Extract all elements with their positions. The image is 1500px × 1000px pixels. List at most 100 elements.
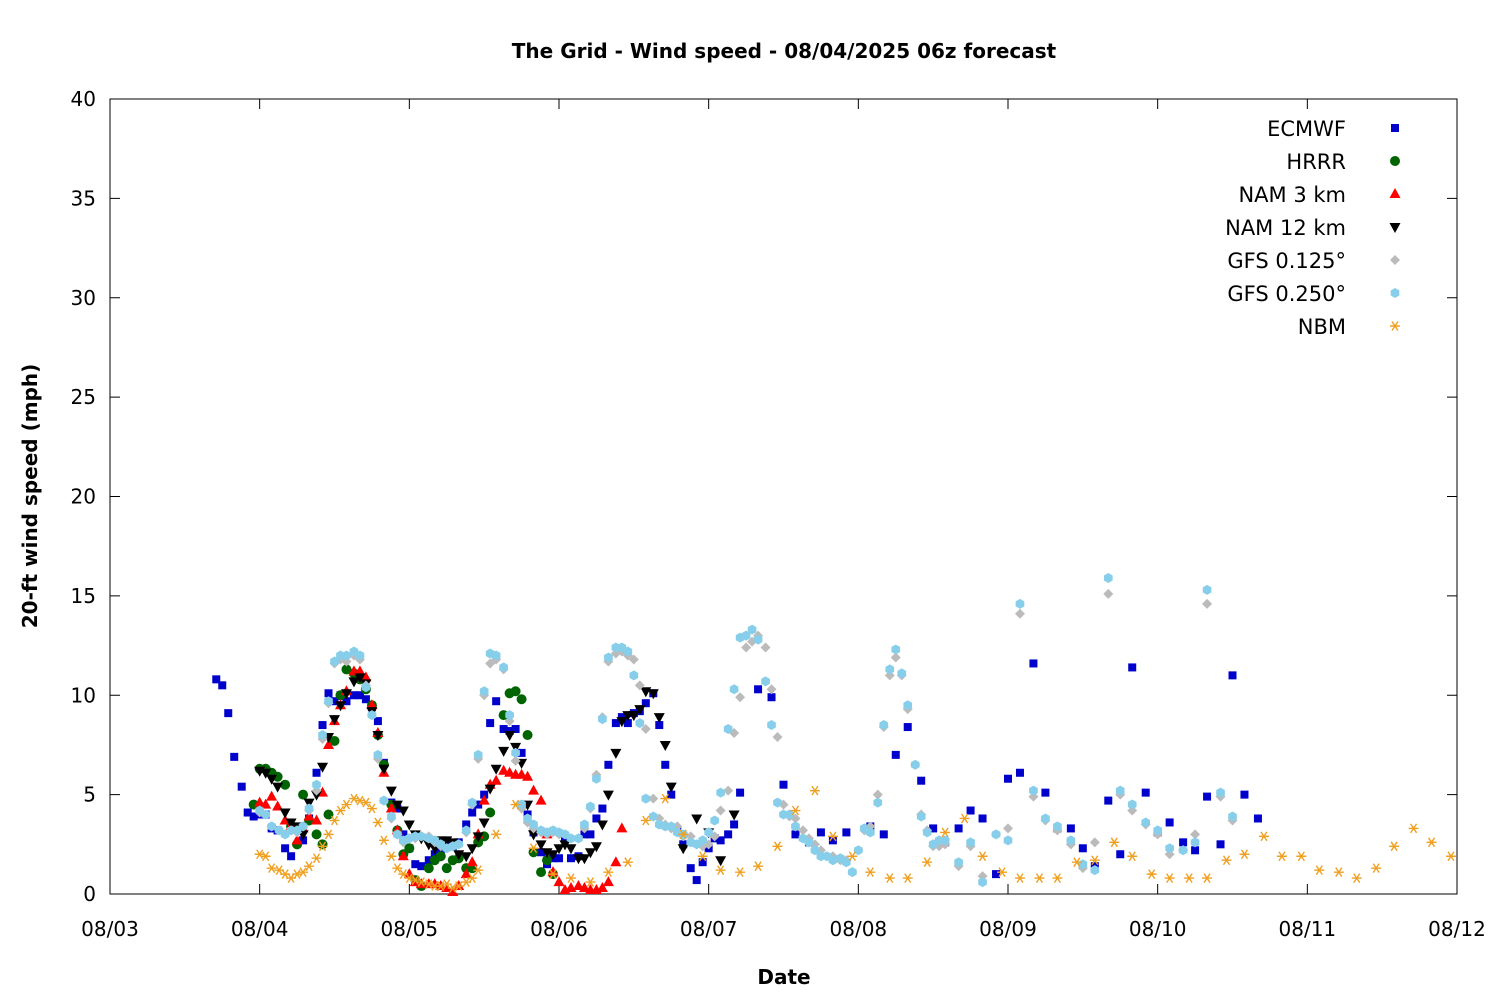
data-point (723, 785, 734, 796)
data-point (767, 720, 776, 731)
data-point (553, 844, 565, 855)
data-point (318, 721, 327, 730)
data-point (810, 845, 820, 856)
data-point (212, 675, 221, 684)
data-point (697, 851, 708, 862)
data-point (312, 768, 321, 777)
data-point (816, 828, 825, 837)
data-point (460, 868, 472, 879)
legend-marker (1389, 223, 1401, 233)
data-point (285, 818, 297, 829)
data-point (1253, 814, 1262, 823)
data-point (879, 720, 889, 731)
data-point (772, 731, 783, 742)
x-tick-label: 08/08 (830, 917, 888, 941)
data-point (266, 774, 278, 785)
data-point (385, 802, 397, 813)
data-point (635, 718, 645, 729)
data-point (640, 724, 651, 735)
data-point (991, 829, 1001, 840)
data-point (517, 748, 526, 757)
data-point (929, 824, 938, 833)
axis-ticks: 08/03 08/04 08/05 08/06 08/07 08/08 08/09 08/10… (71, 87, 1486, 941)
data-point (490, 774, 502, 785)
data-point (441, 863, 452, 874)
data-point (566, 854, 575, 863)
data-point (423, 863, 434, 874)
data-point (641, 793, 651, 804)
data-point (473, 865, 484, 876)
data-point (528, 784, 540, 795)
data-point (1103, 588, 1114, 599)
data-point (736, 788, 745, 797)
data-point (378, 764, 390, 775)
data-point (641, 699, 650, 708)
data-point (922, 827, 932, 838)
data-point (254, 849, 265, 860)
data-point (903, 700, 913, 711)
data-point (865, 827, 875, 838)
data-point (553, 876, 565, 887)
data-point (735, 692, 746, 703)
data-point (629, 670, 639, 681)
data-point (578, 854, 590, 865)
legend-label: ECMWF (1267, 117, 1346, 141)
data-point (647, 689, 659, 700)
x-tick-label: 08/05 (381, 917, 439, 941)
data-point (504, 731, 516, 741)
data-point (785, 809, 794, 820)
data-point (386, 851, 397, 862)
data-point (559, 840, 571, 851)
data-point (902, 873, 913, 883)
data-point (323, 738, 335, 749)
data-point (491, 650, 501, 661)
x-tick-label: 08/04 (231, 917, 289, 941)
data-point (809, 785, 820, 796)
data-point (348, 793, 359, 804)
data-point (399, 830, 408, 839)
data-point (1015, 768, 1024, 777)
data-point (403, 868, 415, 879)
data-point (292, 869, 303, 880)
data-point (741, 630, 751, 641)
data-point (354, 673, 366, 684)
data-point (1191, 846, 1200, 855)
data-point (516, 694, 527, 705)
data-point (710, 815, 719, 826)
data-point (272, 800, 284, 811)
data-point (478, 818, 490, 829)
y-tick-label: 30 (71, 286, 96, 310)
data-point (666, 821, 676, 832)
data-point (304, 861, 315, 872)
data-point (992, 870, 1001, 879)
data-point (329, 735, 340, 746)
data-point (499, 725, 508, 734)
data-point (729, 684, 739, 695)
data-point (634, 680, 645, 691)
data-point (1314, 865, 1325, 876)
data-point (510, 755, 521, 766)
data-point (735, 867, 746, 878)
data-point (1071, 857, 1082, 868)
data-point (304, 803, 314, 814)
data-point (435, 881, 446, 891)
data-point (267, 821, 276, 832)
data-point (730, 820, 739, 829)
data-point (1041, 788, 1050, 797)
data-point (580, 830, 589, 839)
data-point (279, 808, 291, 819)
data-point (1165, 843, 1174, 854)
legend-marker (1390, 321, 1400, 331)
data-point (366, 699, 378, 710)
data-point (828, 855, 838, 866)
y-tick-label: 25 (71, 385, 96, 409)
data-point (917, 776, 926, 785)
data-point (335, 805, 346, 816)
data-point (272, 771, 283, 782)
data-point (1034, 873, 1045, 883)
data-point (966, 806, 975, 815)
data-point (254, 796, 266, 807)
data-point (260, 798, 272, 809)
data-point (360, 797, 371, 808)
